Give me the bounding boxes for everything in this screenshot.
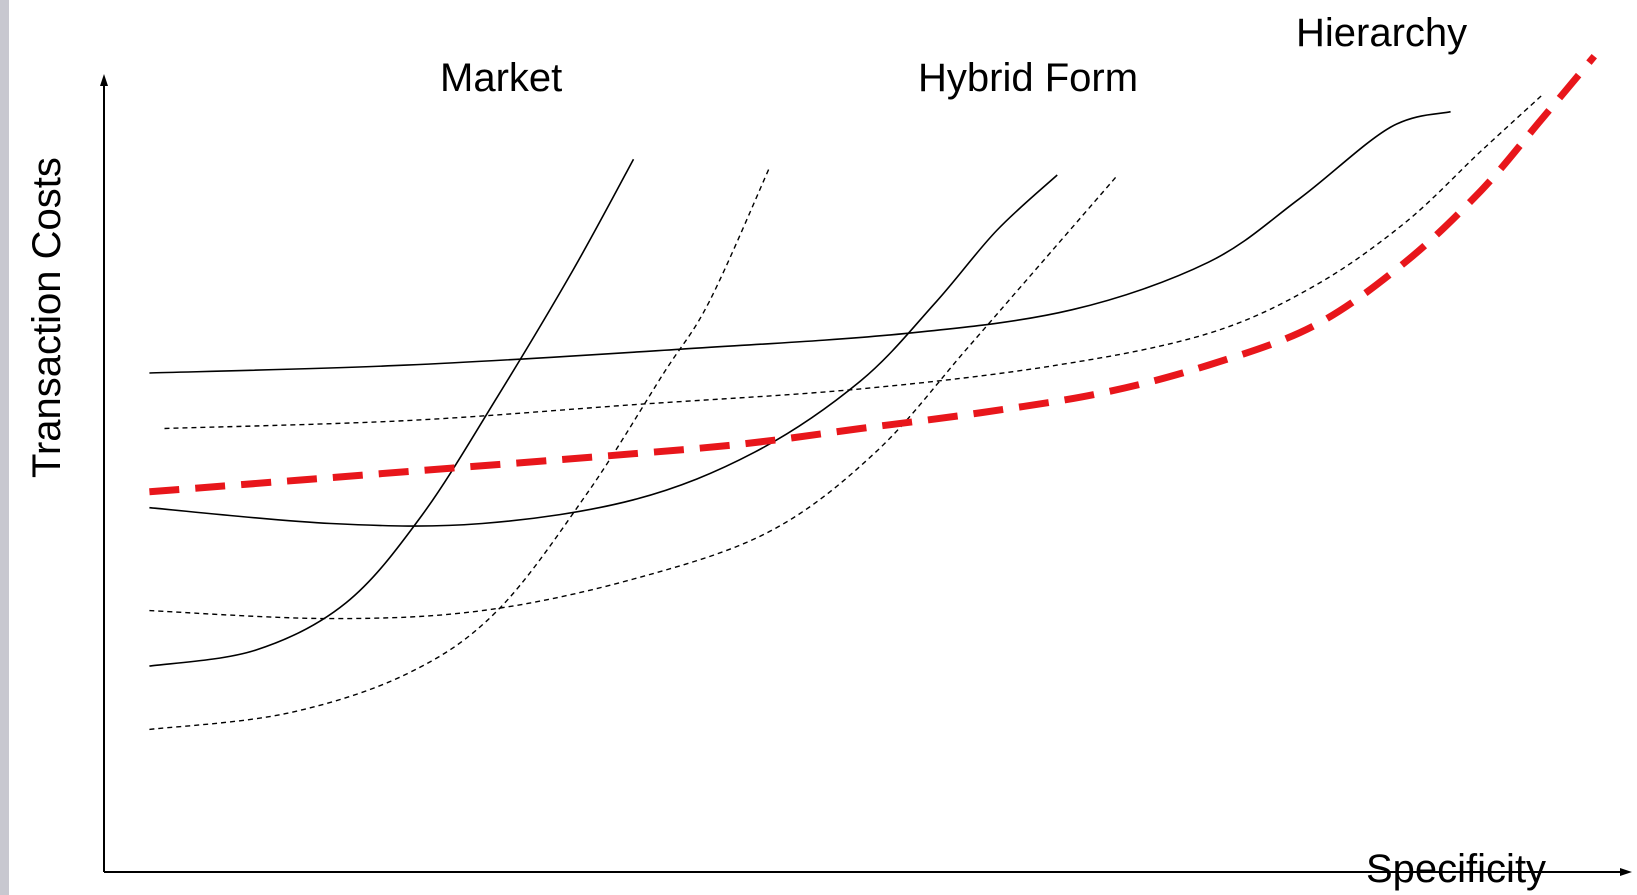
series-label-hierarchy: Hierarchy — [1296, 11, 1467, 55]
hierarchy-cost-curve — [149, 110, 1451, 374]
x-axis-label: Specificity — [1366, 847, 1546, 891]
red-envelope-curve — [149, 53, 1597, 496]
left-edge-strip — [0, 0, 9, 895]
dashed-shifted-curve-1 — [149, 166, 771, 731]
market-cost-curve — [149, 158, 635, 667]
curves-layer — [149, 53, 1597, 731]
dashed-shifted-curve-3 — [149, 174, 1119, 620]
y-axis-label: Transaction Costs — [25, 157, 69, 478]
dashed-shifted-curve-5 — [164, 95, 1542, 430]
series-label-market: Market — [440, 56, 562, 100]
series-label-hybrid-form: Hybrid Form — [918, 56, 1138, 100]
hybrid-form-cost-curve — [149, 174, 1058, 527]
